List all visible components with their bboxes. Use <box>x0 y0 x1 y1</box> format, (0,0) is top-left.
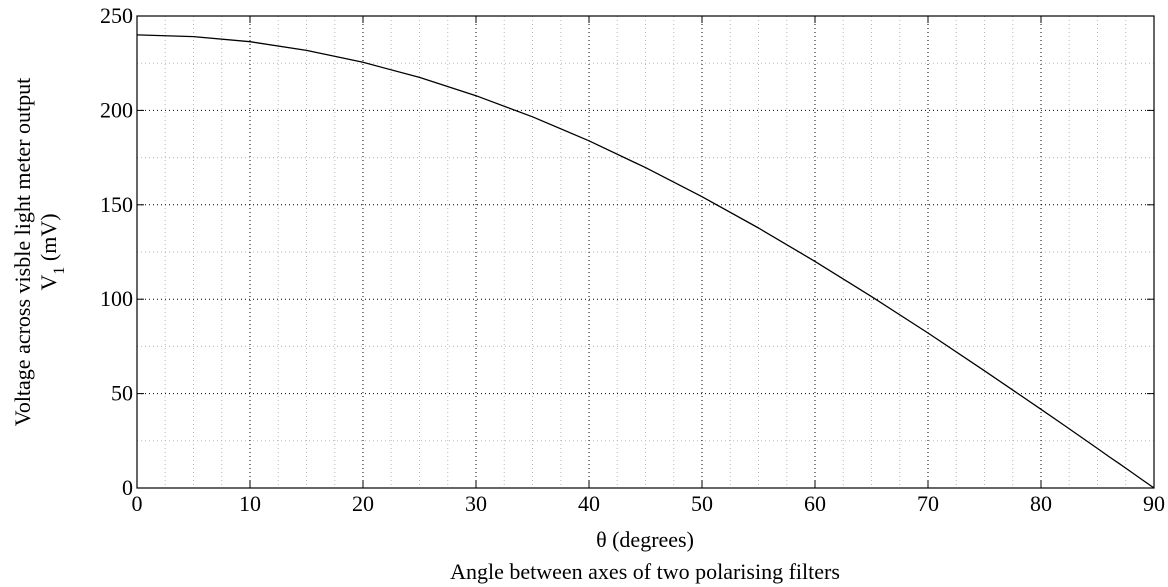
y-tick-label: 250 <box>100 3 133 28</box>
plot-frame <box>136 15 1155 489</box>
y-axis-label-line2: V1 (mV) <box>36 213 68 290</box>
series-layer <box>136 34 1155 489</box>
x-tick-label: 20 <box>352 491 374 516</box>
ticks: 0 10 20 30 40 50 60 70 80 90 0 50 100 150 200 250 <box>100 3 1165 516</box>
series-line <box>136 34 1155 489</box>
y-axis-label-unit: (mV) <box>36 213 61 261</box>
x-tick-label: 10 <box>239 491 261 516</box>
x-tick-label: 90 <box>1143 491 1165 516</box>
y-axis-label-subscript: 1 <box>51 267 68 275</box>
grid <box>137 16 1154 488</box>
y-tick-label: 0 <box>122 475 133 500</box>
x-axis-label: θ (degrees) <box>596 527 694 552</box>
x-tick-label: 0 <box>132 491 143 516</box>
x-tick-label: 70 <box>917 491 939 516</box>
y-tick-label: 50 <box>111 381 133 406</box>
x-tick-label: 30 <box>465 491 487 516</box>
x-tick-label: 40 <box>578 491 600 516</box>
x-tick-label: 50 <box>691 491 713 516</box>
x-tick-label: 80 <box>1030 491 1052 516</box>
y-tick-label: 100 <box>100 286 133 311</box>
x-tick-label: 60 <box>804 491 826 516</box>
x-axis-sublabel: Angle between axes of two polarising fil… <box>450 559 840 584</box>
y-axis-label-line1: Voltage across visble light meter output <box>10 78 35 426</box>
y-axis-label-symbol: V <box>36 275 61 291</box>
y-tick-label: 150 <box>100 192 133 217</box>
y-tick-label: 200 <box>100 97 133 122</box>
